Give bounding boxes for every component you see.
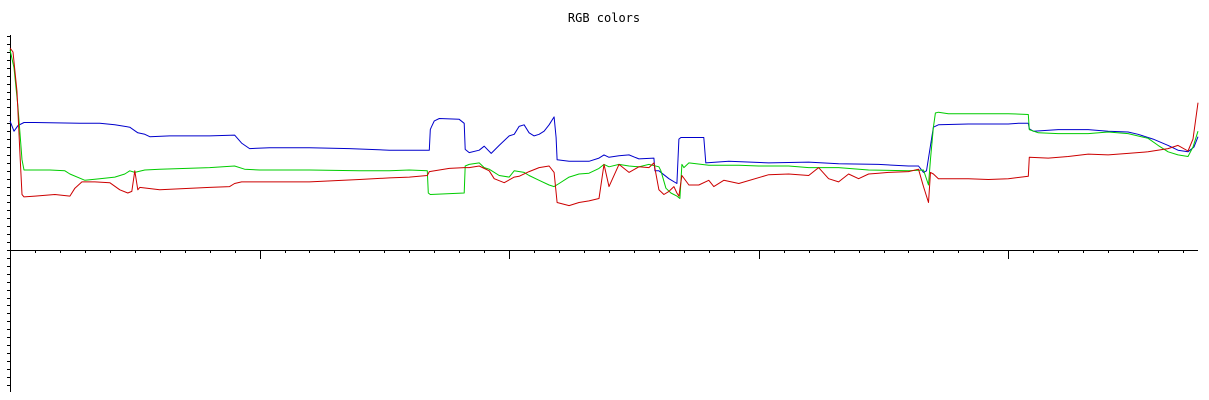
green-series-line: [9, 49, 1199, 199]
blue-series-line: [9, 116, 1199, 184]
chart-title: RGB colors: [568, 11, 640, 25]
axes: [7, 35, 1198, 392]
series-layer: [9, 47, 1199, 207]
red-series-line: [9, 47, 1199, 207]
